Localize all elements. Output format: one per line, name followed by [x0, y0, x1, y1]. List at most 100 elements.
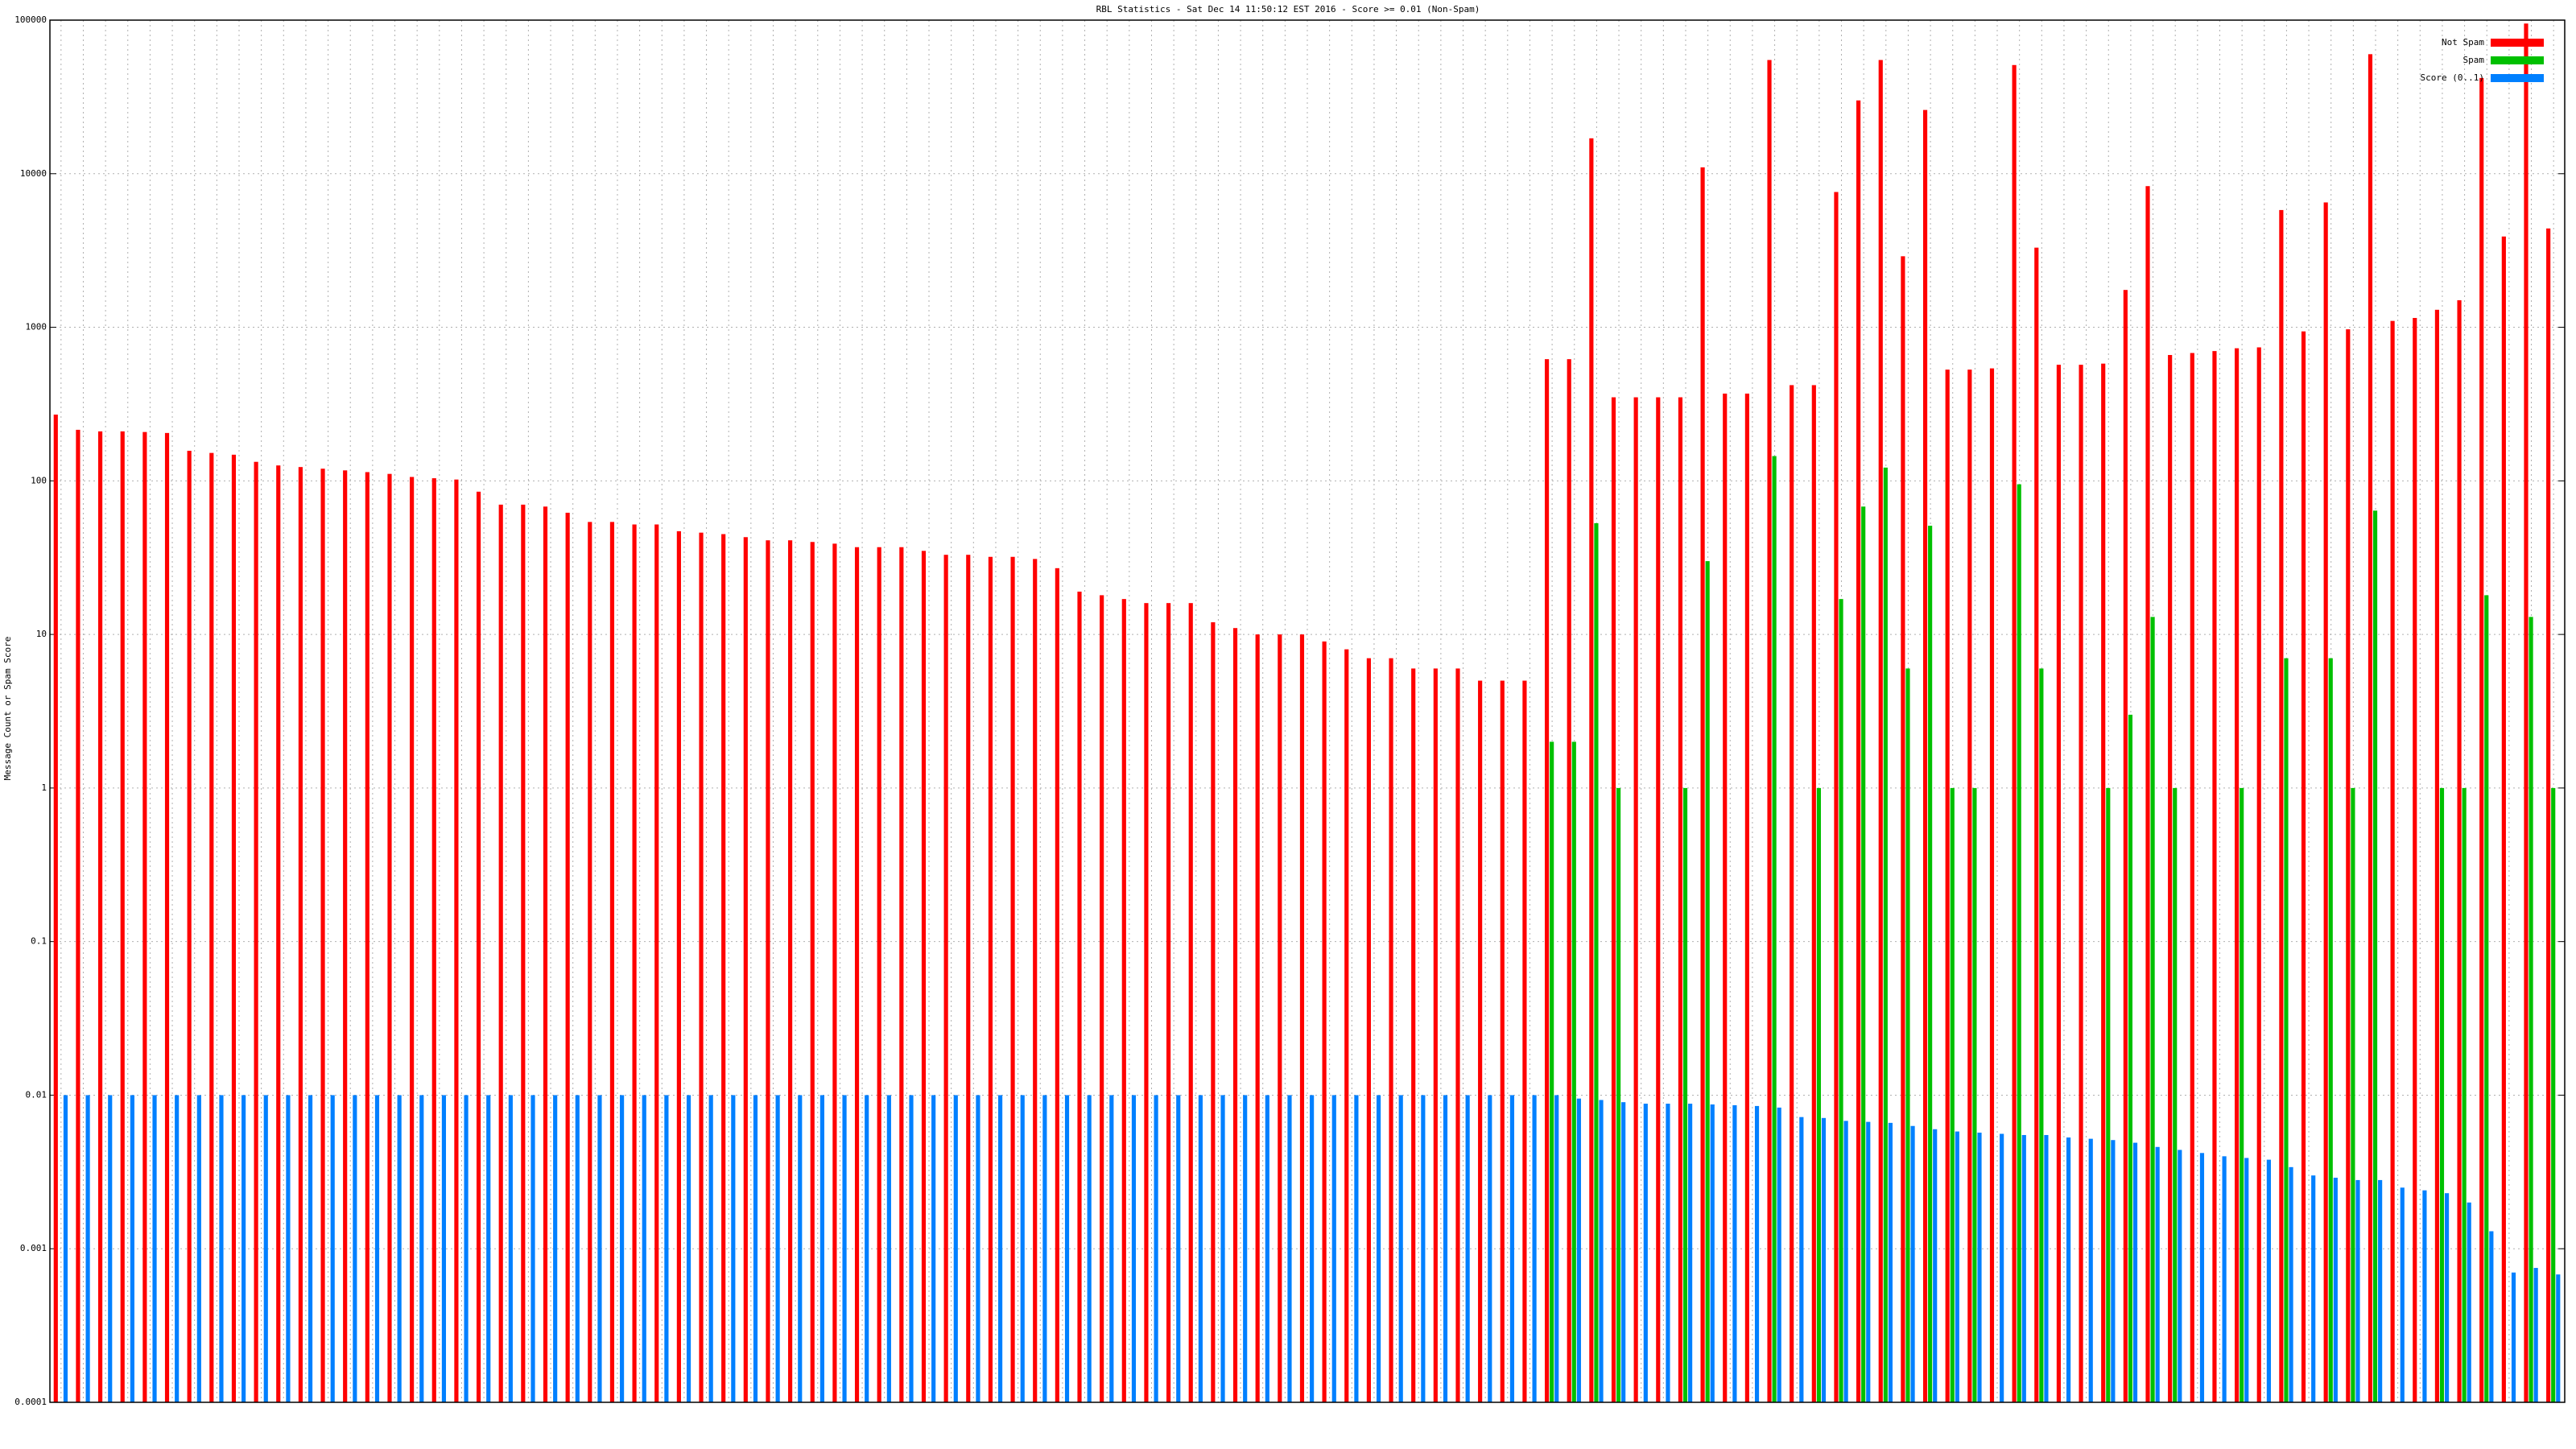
bar [242, 1095, 246, 1402]
bar [1723, 393, 1728, 1402]
bar [1922, 109, 1928, 1402]
bar [1816, 787, 1821, 1402]
bar [2111, 1140, 2116, 1402]
bar [2556, 1274, 2561, 1402]
bar [1077, 591, 1082, 1402]
bar [2088, 1138, 2093, 1402]
bar [565, 512, 570, 1402]
bar [1700, 167, 1705, 1402]
y-tick-label: 0.01 [26, 1089, 47, 1100]
bar [753, 1095, 758, 1402]
bar [1310, 1095, 1315, 1402]
chart-title: RBL Statistics - Sat Dec 14 11:50:12 EST… [1096, 4, 1480, 14]
bar [1166, 603, 1171, 1402]
y-tick-label: 0.0001 [14, 1397, 47, 1407]
bar [909, 1095, 914, 1402]
bar [1754, 1105, 1760, 1402]
bar [2034, 247, 2039, 1402]
bar [1839, 599, 1843, 1402]
bar [2039, 668, 2044, 1402]
bar [130, 1095, 134, 1402]
legend-swatch [2491, 56, 2544, 64]
bar [1834, 192, 1839, 1403]
bar [2355, 1179, 2360, 1402]
bar [1843, 1121, 1848, 1402]
bar [865, 1095, 869, 1402]
bar [196, 1095, 201, 1402]
bar [2546, 228, 2551, 1402]
bar [1198, 1095, 1203, 1402]
bar [1972, 787, 1977, 1402]
bar [766, 540, 770, 1402]
bar [886, 1095, 891, 1402]
bar [2378, 1179, 2383, 1402]
bar [1465, 1095, 1470, 1402]
legend-label: Spam [2463, 55, 2485, 65]
bar [1376, 1095, 1381, 1402]
bar [1710, 1104, 1715, 1402]
bar [1299, 634, 1305, 1402]
bar [1772, 456, 1777, 1403]
bar [2168, 354, 2173, 1403]
bar [2012, 64, 2017, 1403]
bar [620, 1095, 625, 1402]
y-tick-label: 10000 [20, 168, 47, 179]
bar [2457, 299, 2462, 1403]
bar [1744, 393, 1749, 1402]
bar [1398, 1095, 1403, 1402]
bar [1967, 369, 1972, 1402]
bar [1055, 568, 1059, 1403]
bar [2279, 209, 2284, 1403]
bar [1643, 1104, 1648, 1402]
bar [387, 473, 392, 1402]
bar [931, 1095, 936, 1402]
bar [276, 465, 281, 1403]
bar [2551, 787, 2556, 1402]
bar [1928, 526, 1933, 1402]
bar [1243, 1095, 1248, 1402]
bar [2101, 363, 2106, 1402]
bar [1856, 100, 1861, 1402]
bar [1666, 1104, 1670, 1402]
bar [175, 1095, 180, 1402]
bar [1232, 628, 1238, 1402]
bar [263, 1095, 268, 1402]
bar [1955, 1131, 1959, 1402]
bar [2289, 1166, 2293, 1402]
bar [365, 472, 369, 1402]
bar [1901, 256, 1905, 1402]
bar [699, 532, 704, 1402]
bar [1550, 741, 1554, 1402]
bar [2066, 1137, 2071, 1402]
bar [1354, 1095, 1359, 1402]
bar [97, 431, 103, 1402]
y-tick-label: 100 [31, 475, 47, 485]
bar [731, 1095, 736, 1402]
bar [2123, 290, 2128, 1402]
bar [798, 1095, 803, 1402]
bar [2372, 510, 2378, 1403]
y-tick-label: 1000 [26, 322, 47, 332]
bar [2529, 617, 2533, 1402]
bar [1611, 397, 1616, 1402]
bar [1220, 1095, 1225, 1402]
bar [899, 547, 904, 1402]
legend-label: Not Spam [2442, 37, 2484, 47]
bar [2346, 329, 2351, 1402]
bar [231, 454, 237, 1402]
bar [943, 555, 948, 1402]
bar [1322, 641, 1327, 1402]
bar [854, 547, 860, 1402]
bar [1331, 1095, 1336, 1402]
bar [209, 452, 214, 1402]
bar [1621, 1102, 1626, 1402]
bar [1777, 1107, 1781, 1402]
bar [1020, 1095, 1025, 1402]
bar [575, 1095, 580, 1402]
bar [1176, 1095, 1181, 1402]
bar [464, 1095, 469, 1402]
bar [2178, 1150, 2182, 1402]
bar [2524, 23, 2529, 1402]
bar [2044, 1134, 2049, 1402]
bar [108, 1095, 113, 1402]
